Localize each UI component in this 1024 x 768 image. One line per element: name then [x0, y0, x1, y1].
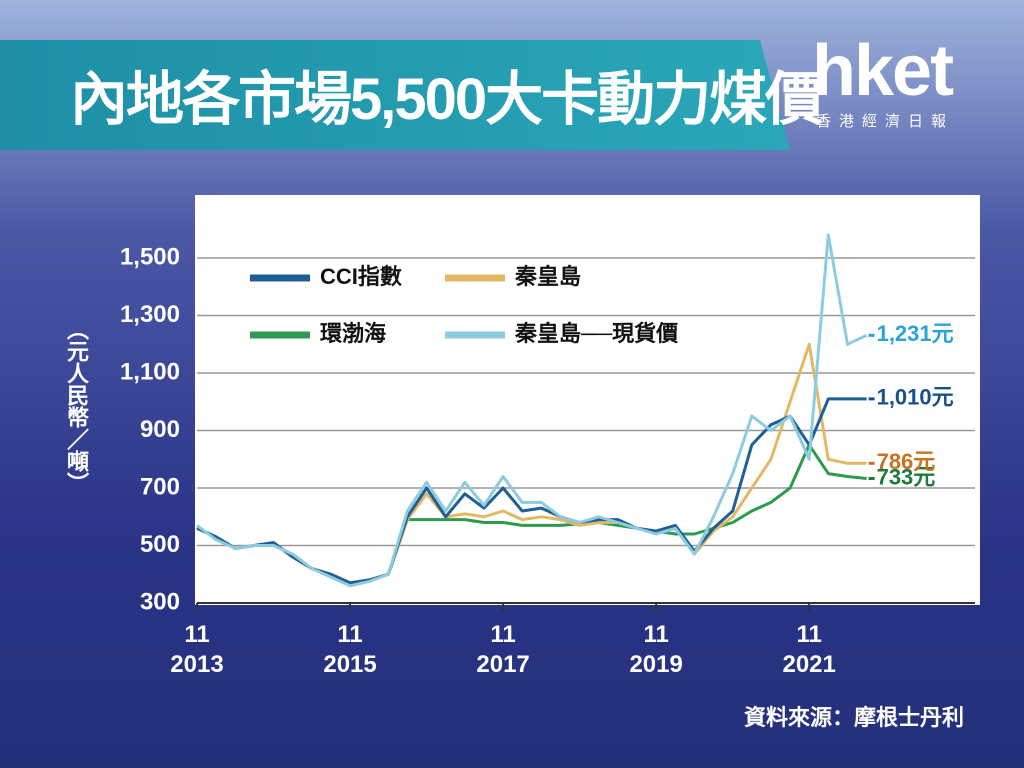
title: 內地各市場5,500大卡動力煤價 — [70, 67, 823, 132]
title-banner — [0, 40, 790, 150]
series-line — [196, 233, 868, 588]
y-tick-label: 500 — [140, 531, 180, 558]
y-tick-label: 1,300 — [120, 301, 180, 328]
y-axis-label: （元人民幣／噸） — [64, 318, 89, 494]
data-label: 786元 — [877, 449, 936, 474]
legend-label: 秦皇島 — [514, 264, 581, 289]
y-tick-label: 1,100 — [120, 358, 180, 385]
y-tick-label: 900 — [140, 416, 180, 443]
legend-label: CCI指數 — [320, 264, 402, 289]
legend-label: 秦皇島──現貨價 — [514, 321, 679, 346]
x-tick-label: 11 2017 — [476, 621, 530, 678]
logo-subtitle: 香港經濟日報 — [816, 113, 955, 130]
legend-label: 環渤海 — [320, 321, 386, 346]
data-label: 1,231元 — [877, 321, 954, 346]
source: 資料來源：摩根士丹利 — [743, 705, 964, 730]
data-label: 733元 — [877, 464, 936, 489]
x-tick-label: 11 2021 — [782, 621, 836, 678]
logo: hket — [812, 31, 954, 111]
x-tick-label: 11 2015 — [323, 621, 377, 678]
y-tick-label: 700 — [140, 473, 180, 500]
data-label: 1,010元 — [877, 385, 954, 410]
y-tick-label: 300 — [140, 588, 180, 615]
x-tick-label: 11 2013 — [170, 621, 224, 678]
x-tick-label: 11 2019 — [629, 621, 683, 678]
y-tick-label: 1,500 — [120, 243, 180, 270]
